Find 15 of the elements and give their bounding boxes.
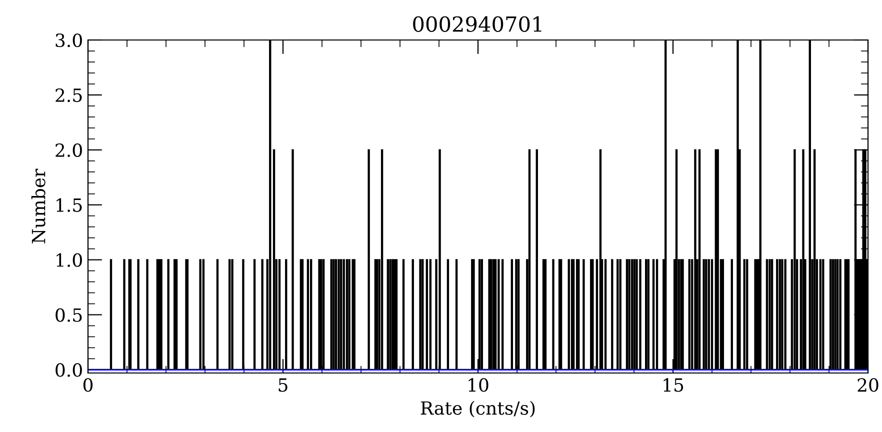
x-tick-label: 10 bbox=[468, 378, 488, 392]
y-tick-label: 2.0 bbox=[56, 143, 82, 158]
y-tick-label: 0.0 bbox=[56, 363, 82, 377]
x-tick-label: 0 bbox=[83, 378, 93, 392]
y-axis-title: Number bbox=[31, 168, 46, 244]
x-tick-label: 20 bbox=[858, 378, 878, 392]
y-tick-label: 0.5 bbox=[56, 308, 82, 322]
y-tick-label: 3.0 bbox=[56, 33, 82, 48]
chart-title: 0002940701 bbox=[413, 16, 542, 32]
y-tick-label: 1.0 bbox=[56, 253, 82, 267]
x-axis-title: Rate (cnts/s) bbox=[420, 400, 535, 418]
y-tick-label: 1.5 bbox=[56, 198, 82, 212]
y-tick-label: 2.5 bbox=[56, 88, 82, 102]
x-tick-label: 15 bbox=[664, 378, 684, 392]
x-tick-label: 5 bbox=[278, 378, 288, 392]
